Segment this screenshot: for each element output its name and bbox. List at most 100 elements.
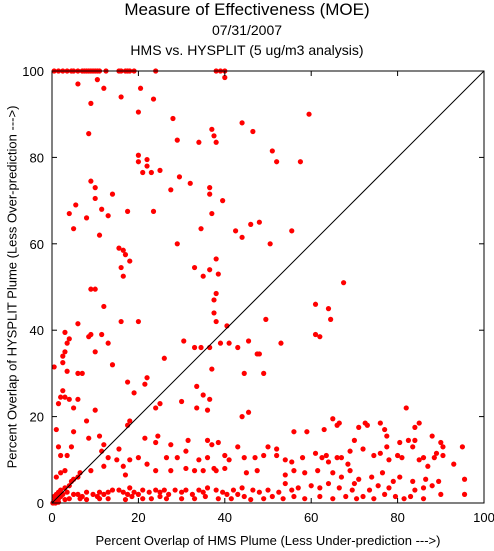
data-point: [168, 468, 174, 474]
data-point: [196, 139, 202, 145]
data-point: [101, 463, 107, 469]
data-point: [256, 219, 262, 225]
data-point: [88, 178, 94, 184]
data-point: [194, 405, 200, 411]
data-point: [109, 191, 116, 197]
data-point: [282, 480, 288, 487]
data-point: [148, 496, 154, 502]
data-point: [390, 478, 396, 484]
data-point: [209, 126, 215, 132]
data-point: [429, 483, 435, 489]
data-point: [71, 491, 77, 497]
axis-ticks: 0 20 40 60 80 100 0 20 40 60 80 100: [22, 64, 494, 525]
data-point: [215, 271, 221, 277]
data-point: [166, 491, 172, 497]
data-point: [101, 303, 107, 310]
data-point: [142, 381, 148, 387]
data-point: [451, 461, 457, 467]
data-point: [295, 485, 301, 491]
data-point: [420, 455, 427, 461]
data-point: [135, 109, 141, 115]
data-point: [265, 487, 271, 493]
data-point: [60, 360, 66, 366]
data-point: [125, 379, 131, 385]
data-point: [150, 96, 157, 102]
data-point: [384, 433, 390, 439]
data-point: [109, 362, 116, 368]
data-point: [356, 424, 362, 430]
x-tick-label: 20: [131, 510, 145, 525]
data-point: [282, 457, 288, 463]
data-point: [399, 455, 405, 461]
data-point: [92, 407, 98, 413]
data-point: [144, 163, 150, 169]
data-point: [53, 474, 59, 480]
data-point: [127, 457, 133, 463]
data-point: [62, 329, 68, 335]
data-point: [222, 452, 228, 459]
data-point: [196, 457, 202, 463]
data-point: [163, 496, 170, 502]
data-point: [55, 401, 62, 407]
data-point: [252, 455, 258, 461]
data-point: [213, 487, 219, 493]
data-point: [202, 493, 208, 500]
data-point: [213, 290, 219, 297]
data-point: [336, 420, 342, 426]
data-point: [341, 280, 347, 286]
data-point: [118, 318, 124, 325]
x-tick-label: 100: [473, 510, 494, 525]
data-point: [118, 264, 124, 271]
data-point: [174, 137, 180, 143]
data-point: [274, 452, 280, 459]
data-point: [62, 394, 68, 400]
data-point: [88, 286, 94, 292]
data-point: [423, 476, 429, 482]
data-point: [306, 111, 312, 117]
data-point: [291, 493, 297, 500]
data-point: [375, 483, 381, 489]
data-point: [122, 472, 129, 478]
data-point: [317, 485, 323, 491]
data-point: [410, 478, 416, 484]
data-point: [302, 470, 308, 476]
data-point: [174, 241, 180, 247]
data-point: [185, 437, 191, 443]
data-point: [364, 422, 370, 428]
data-point: [377, 450, 383, 456]
data-point: [58, 470, 64, 476]
data-point: [200, 273, 206, 279]
data-point: [207, 185, 213, 191]
data-point: [440, 444, 446, 450]
data-point: [150, 208, 157, 214]
data-point: [157, 493, 163, 500]
data-point: [99, 331, 105, 338]
data-point: [200, 468, 206, 474]
data-point: [125, 491, 131, 497]
data-point: [105, 340, 111, 346]
data-point: [263, 316, 269, 322]
data-point: [92, 185, 98, 191]
data-point: [222, 74, 228, 81]
data-point: [425, 463, 431, 469]
x-tick-label: 60: [304, 510, 318, 525]
data-point: [384, 444, 390, 450]
data-point: [73, 202, 79, 208]
data-point: [179, 398, 185, 405]
data-point: [90, 491, 96, 497]
data-point: [71, 405, 77, 411]
data-point: [144, 156, 150, 163]
data-point: [235, 344, 241, 351]
data-point: [254, 468, 260, 474]
data-point: [71, 226, 77, 232]
data-point: [157, 167, 163, 173]
data-point: [137, 85, 144, 91]
data-point: [239, 414, 245, 420]
chart-date: 07/31/2007: [211, 22, 283, 38]
data-point: [209, 442, 215, 448]
data-point: [140, 496, 146, 502]
data-point: [155, 433, 161, 439]
data-point: [55, 499, 62, 505]
data-point: [207, 267, 213, 273]
data-point: [328, 316, 334, 322]
